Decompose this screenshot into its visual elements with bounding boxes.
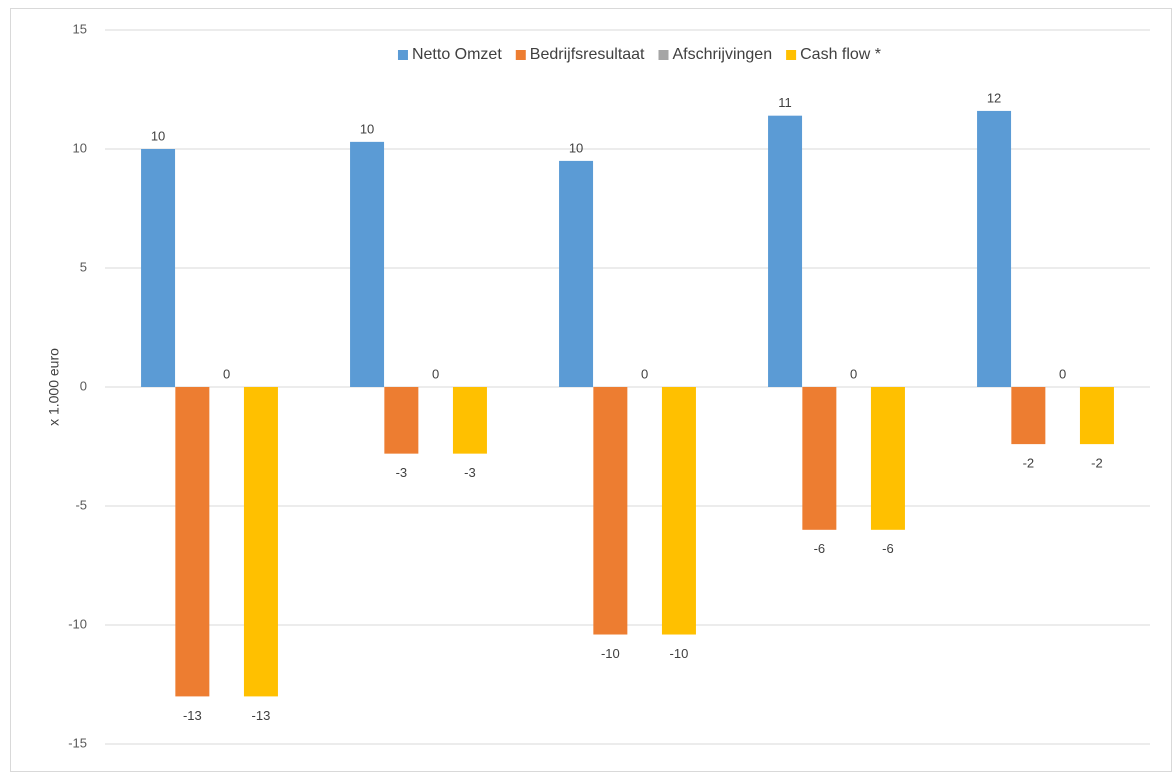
y-tick-label: 0 <box>80 378 87 393</box>
data-label: -6 <box>882 541 894 556</box>
bars <box>141 110 1114 697</box>
bar-bedrijfsresultaat <box>1011 387 1046 445</box>
data-label: 0 <box>641 366 648 381</box>
y-tick-label: 15 <box>73 21 87 36</box>
bar-bedrijfsresultaat <box>593 387 628 635</box>
data-label: -3 <box>396 465 408 480</box>
legend-item[interactable]: Netto Omzet <box>397 46 502 63</box>
y-axis-ticks: 15 10 5 0 -5 -10 -15 <box>68 21 87 750</box>
data-label: 10 <box>569 140 583 155</box>
bar-cash-flow <box>1079 387 1114 445</box>
legend-swatch <box>658 50 669 60</box>
y-tick-label: -15 <box>68 735 87 750</box>
data-label: -2 <box>1091 456 1103 471</box>
data-label: -10 <box>670 646 689 661</box>
data-label: -2 <box>1023 456 1035 471</box>
y-axis-title: x 1.000 euro <box>46 348 62 426</box>
data-label: 12 <box>987 90 1001 105</box>
data-label: 0 <box>850 366 857 381</box>
gridlines <box>105 29 1150 745</box>
bar-netto-omzet <box>350 141 385 387</box>
data-label: -13 <box>252 708 271 723</box>
bar-netto-omzet <box>768 115 803 388</box>
bar-netto-omzet <box>559 160 594 387</box>
legend[interactable]: Netto Omzet Bedrijfsresultaat Afschrijving… <box>397 46 881 63</box>
data-label: 0 <box>1059 366 1066 381</box>
bar-netto-omzet <box>141 149 176 387</box>
legend-swatch <box>397 50 408 60</box>
bar-cash-flow <box>870 387 905 530</box>
bar-netto-omzet <box>977 110 1012 388</box>
data-label: 10 <box>151 128 165 143</box>
legend-swatch <box>786 50 797 60</box>
data-label: -10 <box>601 646 620 661</box>
legend-label: Bedrijfsresultaat <box>530 46 645 63</box>
legend-item[interactable]: Afschrijvingen <box>658 46 773 63</box>
legend-item[interactable]: Bedrijfsresultaat <box>515 46 645 63</box>
y-tick-label: -5 <box>75 497 87 512</box>
bar-cash-flow <box>452 387 487 454</box>
legend-swatch <box>515 50 526 60</box>
data-labels: 10 -13 0 -13 10 -3 0 -3 10 -10 0 -10 11 -6 0 -6 12 -2 0 -2 <box>151 90 1103 722</box>
data-label: 0 <box>223 366 230 381</box>
legend-label: Cash flow * <box>800 46 881 63</box>
y-tick-label: 5 <box>80 259 87 274</box>
data-label: 11 <box>778 95 792 110</box>
y-tick-label: 10 <box>73 140 87 155</box>
data-label: 10 <box>360 121 374 136</box>
legend-label: Netto Omzet <box>412 46 502 63</box>
bar-bedrijfsresultaat <box>384 387 419 454</box>
data-label: -3 <box>464 465 476 480</box>
bar-bedrijfsresultaat <box>175 387 210 697</box>
bar-cash-flow <box>661 387 696 635</box>
bar-cash-flow <box>243 387 278 697</box>
data-label: -13 <box>183 708 202 723</box>
data-label: -6 <box>814 541 826 556</box>
y-tick-label: -10 <box>68 616 87 631</box>
legend-item[interactable]: Cash flow * <box>786 46 881 63</box>
bar-bedrijfsresultaat <box>802 387 837 530</box>
data-label: 0 <box>432 366 439 381</box>
legend-label: Afschrijvingen <box>673 46 773 63</box>
